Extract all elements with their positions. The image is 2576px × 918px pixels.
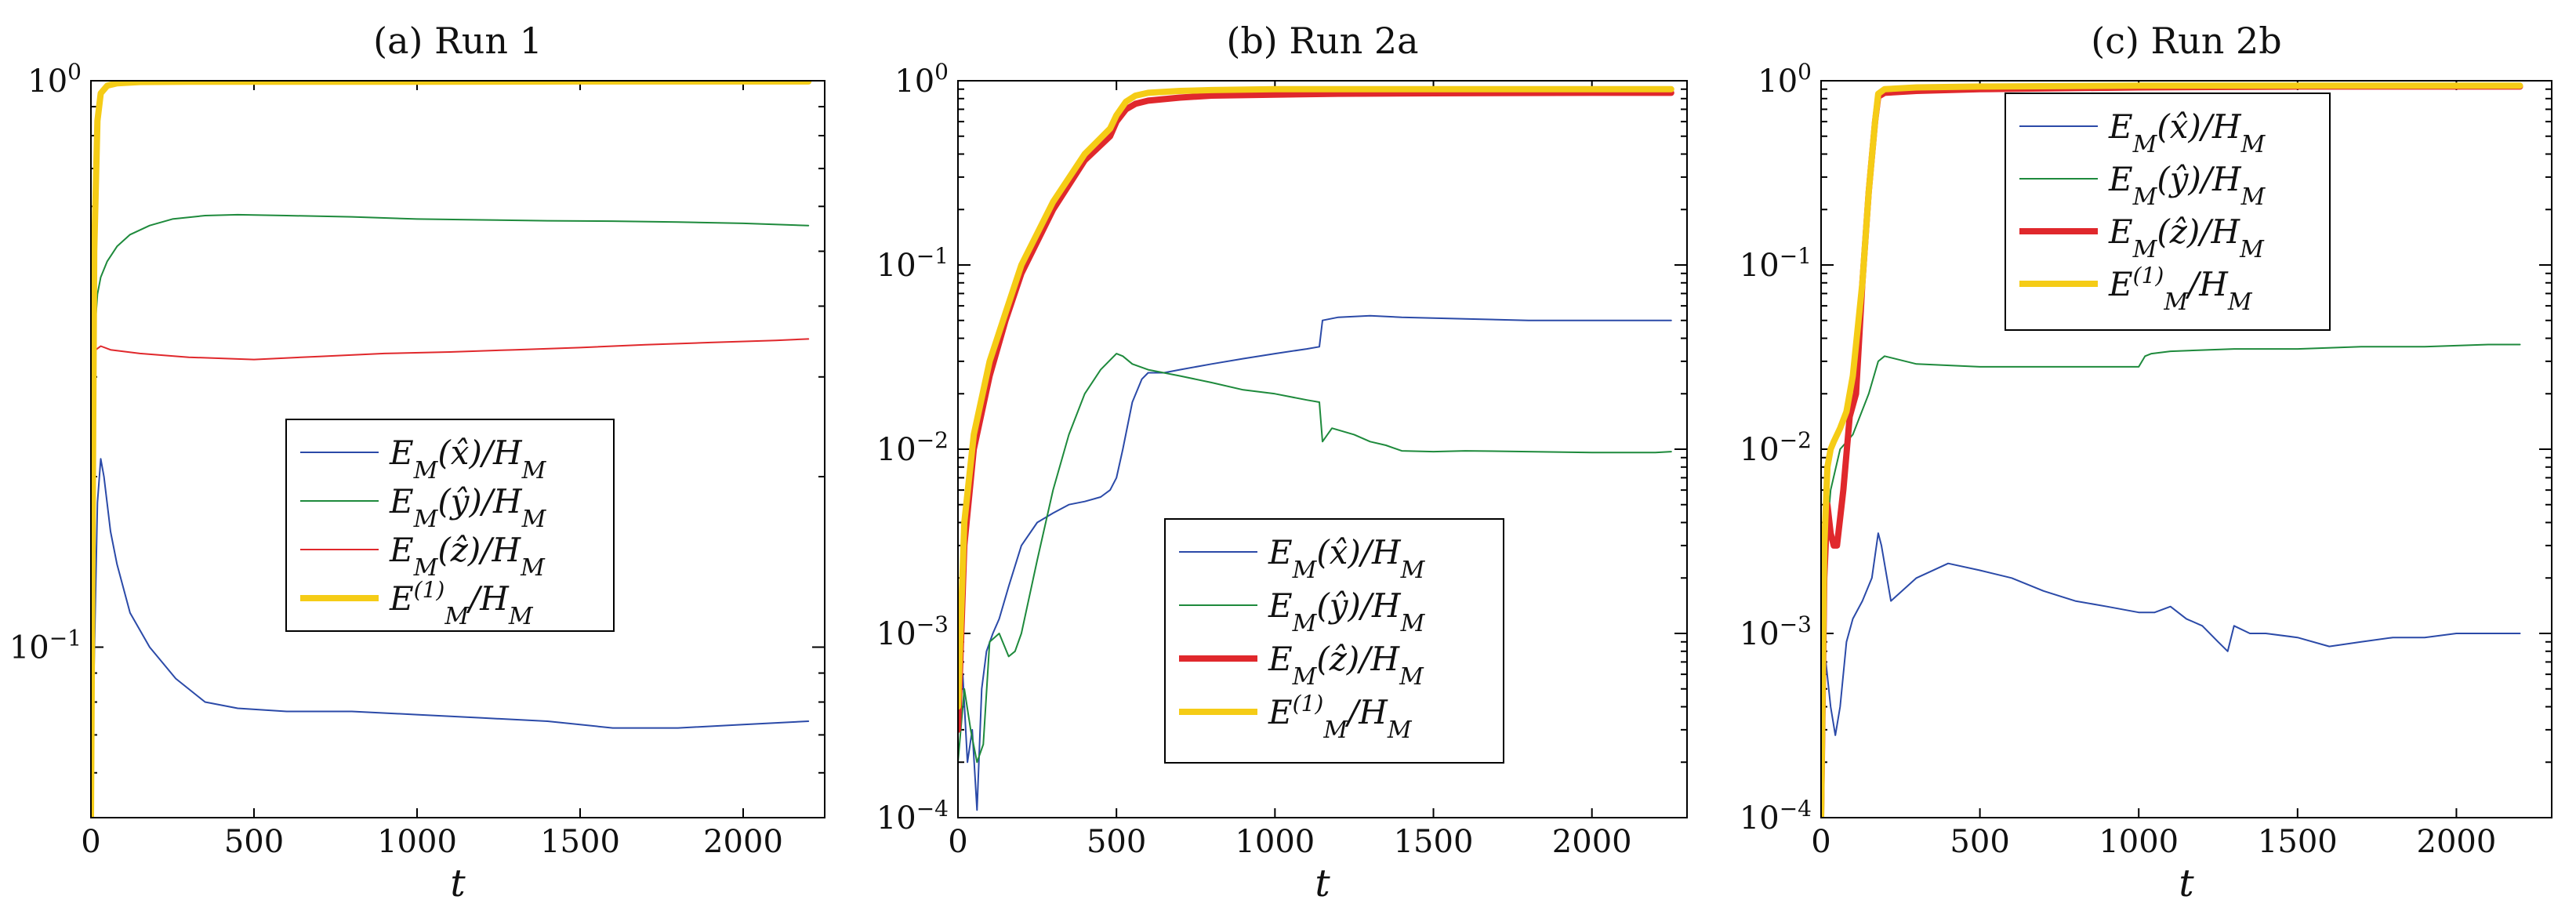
- y-tick-label: 10−1: [9, 625, 82, 666]
- y-tick-label: 10−4: [1740, 796, 1812, 837]
- series-group: [1821, 82, 2523, 818]
- legend-label: EM(ŷ)/HM: [389, 482, 547, 533]
- series-line-1: [91, 458, 810, 818]
- y-tick-label: 10−1: [876, 243, 949, 285]
- y-tick-label: 100: [894, 59, 949, 100]
- series-line-2: [91, 213, 810, 818]
- series-group: [958, 85, 1674, 811]
- x-tick-label: 1500: [540, 824, 620, 860]
- legend-label: EM(ẑ)/HM: [389, 531, 546, 582]
- y-tick-label: 100: [1758, 59, 1812, 100]
- y-tick-label: 10−4: [876, 796, 949, 837]
- legend-label: EM(ŷ)/HM: [1268, 586, 1426, 637]
- legend-label: EM(ẑ)/HM: [1268, 640, 1424, 691]
- x-tick-label: 0: [81, 824, 100, 860]
- legend-label: EM(x̂)/HM: [389, 434, 547, 484]
- legend-label: EM(x̂)/HM: [1268, 533, 1426, 584]
- legend-label: EM(ŷ)/HM: [2108, 160, 2266, 211]
- y-tick-label: 10−3: [876, 611, 949, 653]
- legend-box: [2005, 93, 2331, 331]
- x-tick-label: 500: [224, 824, 284, 860]
- x-tick-label: 500: [1950, 824, 2009, 860]
- panel-title: (b) Run 2a: [1226, 20, 1418, 62]
- legend-box: [1164, 518, 1504, 764]
- x-tick-label: 1000: [1235, 824, 1315, 860]
- x-tick-label: 500: [1087, 824, 1146, 860]
- panel-3: (c) Run 2b 0 500 1000 1500 2000 10−4 10−3 10−2 10…: [1740, 20, 2552, 905]
- y-tick-label: 10−3: [1740, 611, 1812, 653]
- y-tick-label: 100: [27, 59, 82, 100]
- x-tick-label: 1000: [377, 824, 457, 860]
- legend-label: E(1)M/HM: [2108, 263, 2253, 316]
- plot-frame: [90, 80, 825, 818]
- panel-title: (c) Run 2b: [2091, 20, 2282, 62]
- legend-label: EM(x̂)/HM: [2108, 107, 2266, 158]
- series-line-4: [1821, 82, 2523, 818]
- series-line-2: [958, 353, 1672, 764]
- panel-2: (b) Run 2a 0 500 1000 1500 2000 10−4 10−3 10−2 10…: [876, 20, 1688, 905]
- panel-1: (a) Run 1 0 500 1000 1500 2000 10−1 100 t EM(x̂)/…: [9, 20, 825, 905]
- series-line-4: [91, 81, 812, 818]
- legend-label: EM(ẑ)/HM: [2108, 212, 2265, 263]
- y-tick-label: 10−2: [1740, 427, 1812, 469]
- y-tick-label: 10−2: [876, 427, 949, 469]
- y-tick-label: 10−1: [1740, 243, 1812, 285]
- plot-frame: [957, 80, 1688, 818]
- panel-title: (a) Run 1: [373, 20, 542, 62]
- series-group: [91, 81, 812, 818]
- x-tick-label: 2000: [1552, 824, 1632, 860]
- series-line-1: [1821, 532, 2521, 818]
- x-tick-label: 0: [948, 824, 967, 860]
- series-line-4: [958, 85, 1674, 710]
- x-axis-label: t: [1315, 862, 1330, 905]
- legend-label: E(1)M/HM: [389, 577, 534, 630]
- x-tick-label: 1500: [2258, 824, 2338, 860]
- x-tick-label: 1500: [1394, 824, 1474, 860]
- series-line-3: [91, 338, 810, 818]
- series-line-3: [958, 89, 1674, 733]
- series-line-1: [958, 314, 1672, 811]
- x-axis-label: t: [450, 862, 466, 905]
- legend-label: E(1)M/HM: [1268, 691, 1413, 744]
- x-tick-label: 1000: [2099, 824, 2179, 860]
- plot-frame: [1820, 80, 2552, 818]
- x-axis-label: t: [2179, 862, 2194, 905]
- x-tick-label: 0: [1811, 824, 1830, 860]
- x-tick-label: 2000: [2417, 824, 2497, 860]
- x-tick-label: 2000: [703, 824, 783, 860]
